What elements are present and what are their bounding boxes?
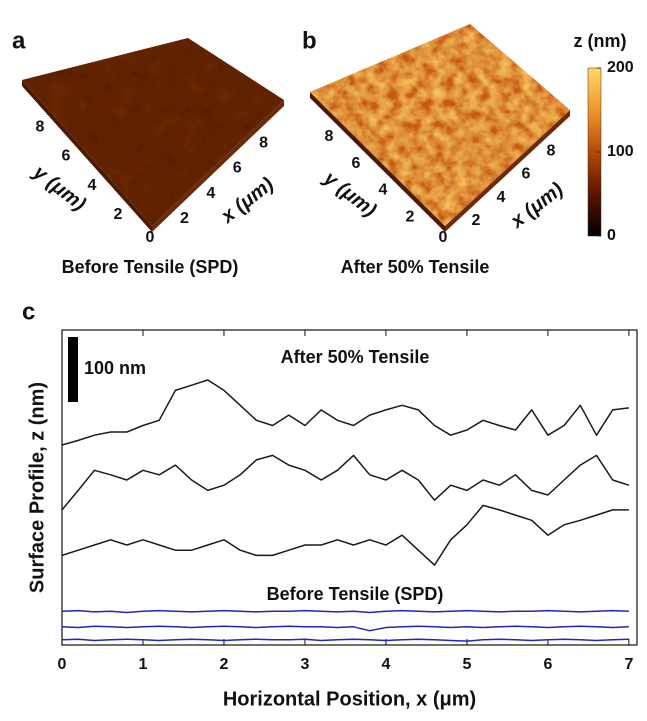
x-tick-label: 4: [381, 656, 390, 673]
panel-letter: b: [302, 27, 317, 54]
x-tick-label: 4: [497, 189, 506, 206]
profile-line: [62, 505, 629, 565]
colorbar-title: z (nm): [574, 31, 627, 51]
y-tick-label: 2: [114, 206, 123, 223]
annotation: After 50% Tensile: [281, 347, 430, 367]
x-tick-label: 8: [259, 134, 268, 151]
scale-bar-label: 100 nm: [84, 358, 146, 378]
scale-bar: [68, 337, 78, 402]
x-tick-label: 8: [547, 142, 556, 159]
panel-letter: c: [22, 298, 35, 325]
profile-line: [62, 380, 629, 445]
x-tick-label: 2: [180, 210, 189, 227]
profile-line: [62, 626, 629, 631]
y-tick-label: 4: [379, 182, 388, 199]
x-tick-label: 7: [624, 656, 633, 673]
surface-tick-label: 0: [146, 229, 155, 246]
x-tick-label: 5: [462, 656, 471, 673]
y-tick-label: 6: [62, 148, 71, 165]
profile-line: [62, 611, 629, 613]
x-tick-label: 2: [220, 656, 229, 673]
colorbar-tick-label: 0: [607, 227, 616, 244]
y-axis-title: y (μm): [319, 167, 381, 222]
x-tick-label: 3: [301, 656, 310, 673]
y-axis-title: y (μm): [28, 161, 90, 216]
x-axis-title: x (μm): [216, 173, 278, 228]
panel-caption: After 50% Tensile: [341, 257, 490, 277]
figure: a024682468y (μm)x (μm)Before Tensile (SP…: [0, 0, 647, 721]
y-tick-label: 4: [88, 177, 97, 194]
x-tick-label: 0: [58, 656, 67, 673]
x-tick-label: 6: [522, 166, 531, 183]
y-axis-title: Surface Profile, z (nm): [26, 382, 48, 593]
y-tick-label: 8: [36, 118, 45, 135]
x-tick-label: 6: [233, 160, 242, 177]
y-tick-label: 2: [406, 208, 415, 225]
annotation: Before Tensile (SPD): [267, 584, 444, 604]
x-axis-title: x (μm): [506, 178, 568, 233]
panel-caption: Before Tensile (SPD): [62, 257, 239, 277]
x-axis-title: Horizontal Position, x (μm): [223, 688, 476, 710]
colorbar-tick-label: 100: [607, 143, 634, 160]
panel-letter: a: [12, 27, 26, 54]
x-tick-label: 2: [472, 212, 481, 229]
x-tick-label: 6: [543, 656, 552, 673]
profile-line: [62, 455, 629, 510]
x-tick-label: 4: [206, 185, 215, 202]
y-tick-label: 6: [352, 155, 361, 172]
surface-tick-label: 0: [439, 229, 448, 246]
y-tick-label: 8: [325, 128, 334, 145]
colorbar-tick-label: 200: [607, 59, 634, 76]
profile-line: [62, 639, 629, 641]
x-tick-label: 1: [139, 656, 148, 673]
